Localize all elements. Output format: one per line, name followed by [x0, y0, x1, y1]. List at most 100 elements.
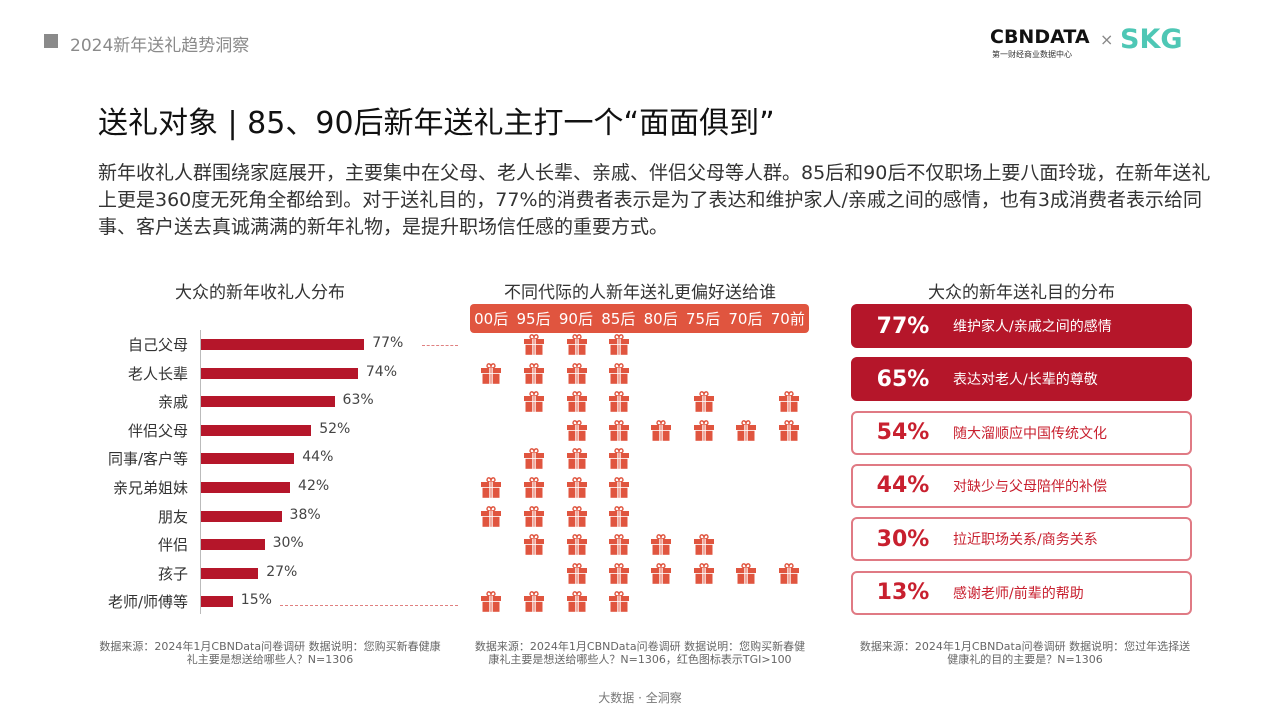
gift-icon — [607, 561, 631, 589]
generation-label: 70后 — [728, 310, 763, 328]
gift-icon — [607, 332, 631, 360]
recipient-value: 27% — [266, 563, 298, 580]
purpose-label: 表达对老人/长辈的尊敬 — [953, 372, 1098, 389]
purpose-label: 随大溜顺应中国传统文化 — [953, 425, 1107, 442]
gift-icon — [649, 532, 673, 560]
gift-icon — [565, 332, 589, 360]
recipient-label: 伴侣 — [157, 536, 188, 555]
purpose-percent: 44% — [876, 473, 930, 499]
chart-title-generations: 不同代际的人新年送礼更偏好送给谁 — [504, 283, 776, 303]
purpose-label: 对缺少与父母陪伴的补偿 — [953, 478, 1107, 495]
recipient-label: 朋友 — [157, 507, 188, 526]
gift-icon — [649, 561, 673, 589]
chart-title-recipients: 大众的新年收礼人分布 — [175, 283, 345, 303]
gift-icon — [607, 589, 631, 617]
gift-icon — [777, 418, 801, 446]
recipient-value: 63% — [342, 392, 374, 409]
recipient-label: 伴侣父母 — [127, 421, 188, 440]
source-note-1: 数据来源：2024年1月CBNData问卷调研 数据说明：您购买新春健康礼主要是… — [99, 640, 441, 666]
gift-icon — [565, 561, 589, 589]
purpose-item: 65% 表达对老人/长辈的尊敬 — [851, 357, 1192, 402]
connector-line — [422, 345, 458, 346]
recipient-bar — [201, 482, 291, 493]
gift-icon — [607, 389, 631, 417]
gift-icon — [522, 504, 546, 532]
recipient-bar — [201, 539, 265, 551]
purpose-item: 30% 拉近职场关系/商务关系 — [851, 517, 1192, 562]
recipient-value: 77% — [372, 335, 404, 351]
gift-icon — [565, 418, 589, 446]
recipient-bar — [201, 567, 259, 579]
gift-icon — [692, 389, 716, 417]
recipient-value: 38% — [289, 506, 321, 523]
bar-axis — [200, 330, 201, 614]
gift-icon — [734, 561, 758, 589]
purpose-percent: 65% — [876, 366, 930, 392]
recipient-label: 老师/师傅等 — [107, 593, 188, 612]
gift-icon — [607, 532, 631, 560]
purpose-percent: 54% — [876, 420, 930, 446]
header-square-icon — [44, 34, 58, 48]
recipient-label: 孩子 — [157, 564, 188, 583]
recipient-value: 30% — [272, 535, 304, 552]
gift-icon — [649, 418, 673, 446]
connector-line — [280, 605, 458, 606]
gift-icon — [607, 504, 631, 532]
recipient-value: 74% — [365, 363, 397, 380]
gift-icon — [522, 389, 546, 417]
gift-icon — [522, 589, 546, 617]
recipient-bar — [201, 453, 295, 465]
recipient-value: 42% — [298, 478, 330, 494]
footer-slogan: 大数据 · 全洞察 — [598, 691, 682, 705]
purpose-item: 44% 对缺少与父母陪伴的补偿 — [851, 463, 1192, 508]
source-note-3: 数据来源：2024年1月CBNData问卷调研 数据说明：您过年选择送健康礼的目… — [859, 640, 1191, 666]
gift-icon — [565, 389, 589, 417]
gift-icon — [607, 446, 631, 474]
header-title: 2024新年送礼趋势洞察 — [70, 36, 250, 56]
gift-icon — [565, 361, 589, 389]
source-note-2: 数据来源：2024年1月CBNData问卷调研 数据说明：您购买新春健康礼主要是… — [474, 640, 806, 666]
generation-label: 95后 — [516, 310, 551, 328]
cbndata-logo-sub: 第一财经商业数据中心 — [992, 50, 1072, 59]
skg-logo: SKG — [1120, 24, 1183, 55]
recipient-value: 44% — [302, 449, 334, 466]
purpose-percent: 13% — [876, 580, 930, 605]
page-title: 送礼对象 | 85、90后新年送礼主打一个“面面俱到” — [98, 106, 775, 141]
gift-icon — [607, 475, 631, 503]
gift-icon — [522, 532, 546, 560]
generation-label: 85后 — [601, 310, 636, 328]
chart-title-purposes: 大众的新年送礼目的分布 — [928, 283, 1115, 303]
purpose-item: 54% 随大溜顺应中国传统文化 — [851, 410, 1192, 455]
generation-label: 70前 — [770, 310, 805, 328]
gift-icon — [479, 504, 503, 532]
gift-icon — [565, 504, 589, 532]
gift-icon — [522, 446, 546, 474]
recipient-bar — [201, 510, 282, 522]
recipient-label: 亲戚 — [157, 393, 188, 412]
gift-icon — [777, 389, 801, 417]
gift-icon — [565, 475, 589, 503]
times-sign: × — [1100, 30, 1114, 49]
generation-label: 80后 — [643, 310, 678, 328]
gift-icon — [607, 418, 631, 446]
recipient-bar — [201, 596, 233, 608]
gift-icon — [522, 332, 546, 360]
purpose-percent: 30% — [876, 526, 930, 552]
generation-label: 00后 — [474, 310, 509, 328]
generation-label: 75后 — [686, 310, 721, 328]
gift-icon — [777, 561, 801, 589]
recipient-bar — [201, 396, 335, 408]
recipient-label: 亲兄弟姐妹 — [112, 479, 188, 497]
cbndata-logo: CBNDATA — [990, 26, 1090, 48]
purpose-item: 77% 维护家人/亲戚之间的感情 — [851, 304, 1192, 348]
purpose-label: 拉近职场关系/商务关系 — [953, 532, 1098, 549]
gift-icon — [692, 532, 716, 560]
recipient-label: 同事/客户等 — [107, 450, 188, 469]
recipient-bar — [201, 339, 365, 350]
recipient-label: 老人长辈 — [127, 364, 188, 383]
gift-icon — [522, 475, 546, 503]
gift-icon — [692, 561, 716, 589]
recipient-value: 15% — [240, 592, 272, 609]
gift-icon — [565, 589, 589, 617]
recipient-value: 52% — [319, 420, 351, 437]
